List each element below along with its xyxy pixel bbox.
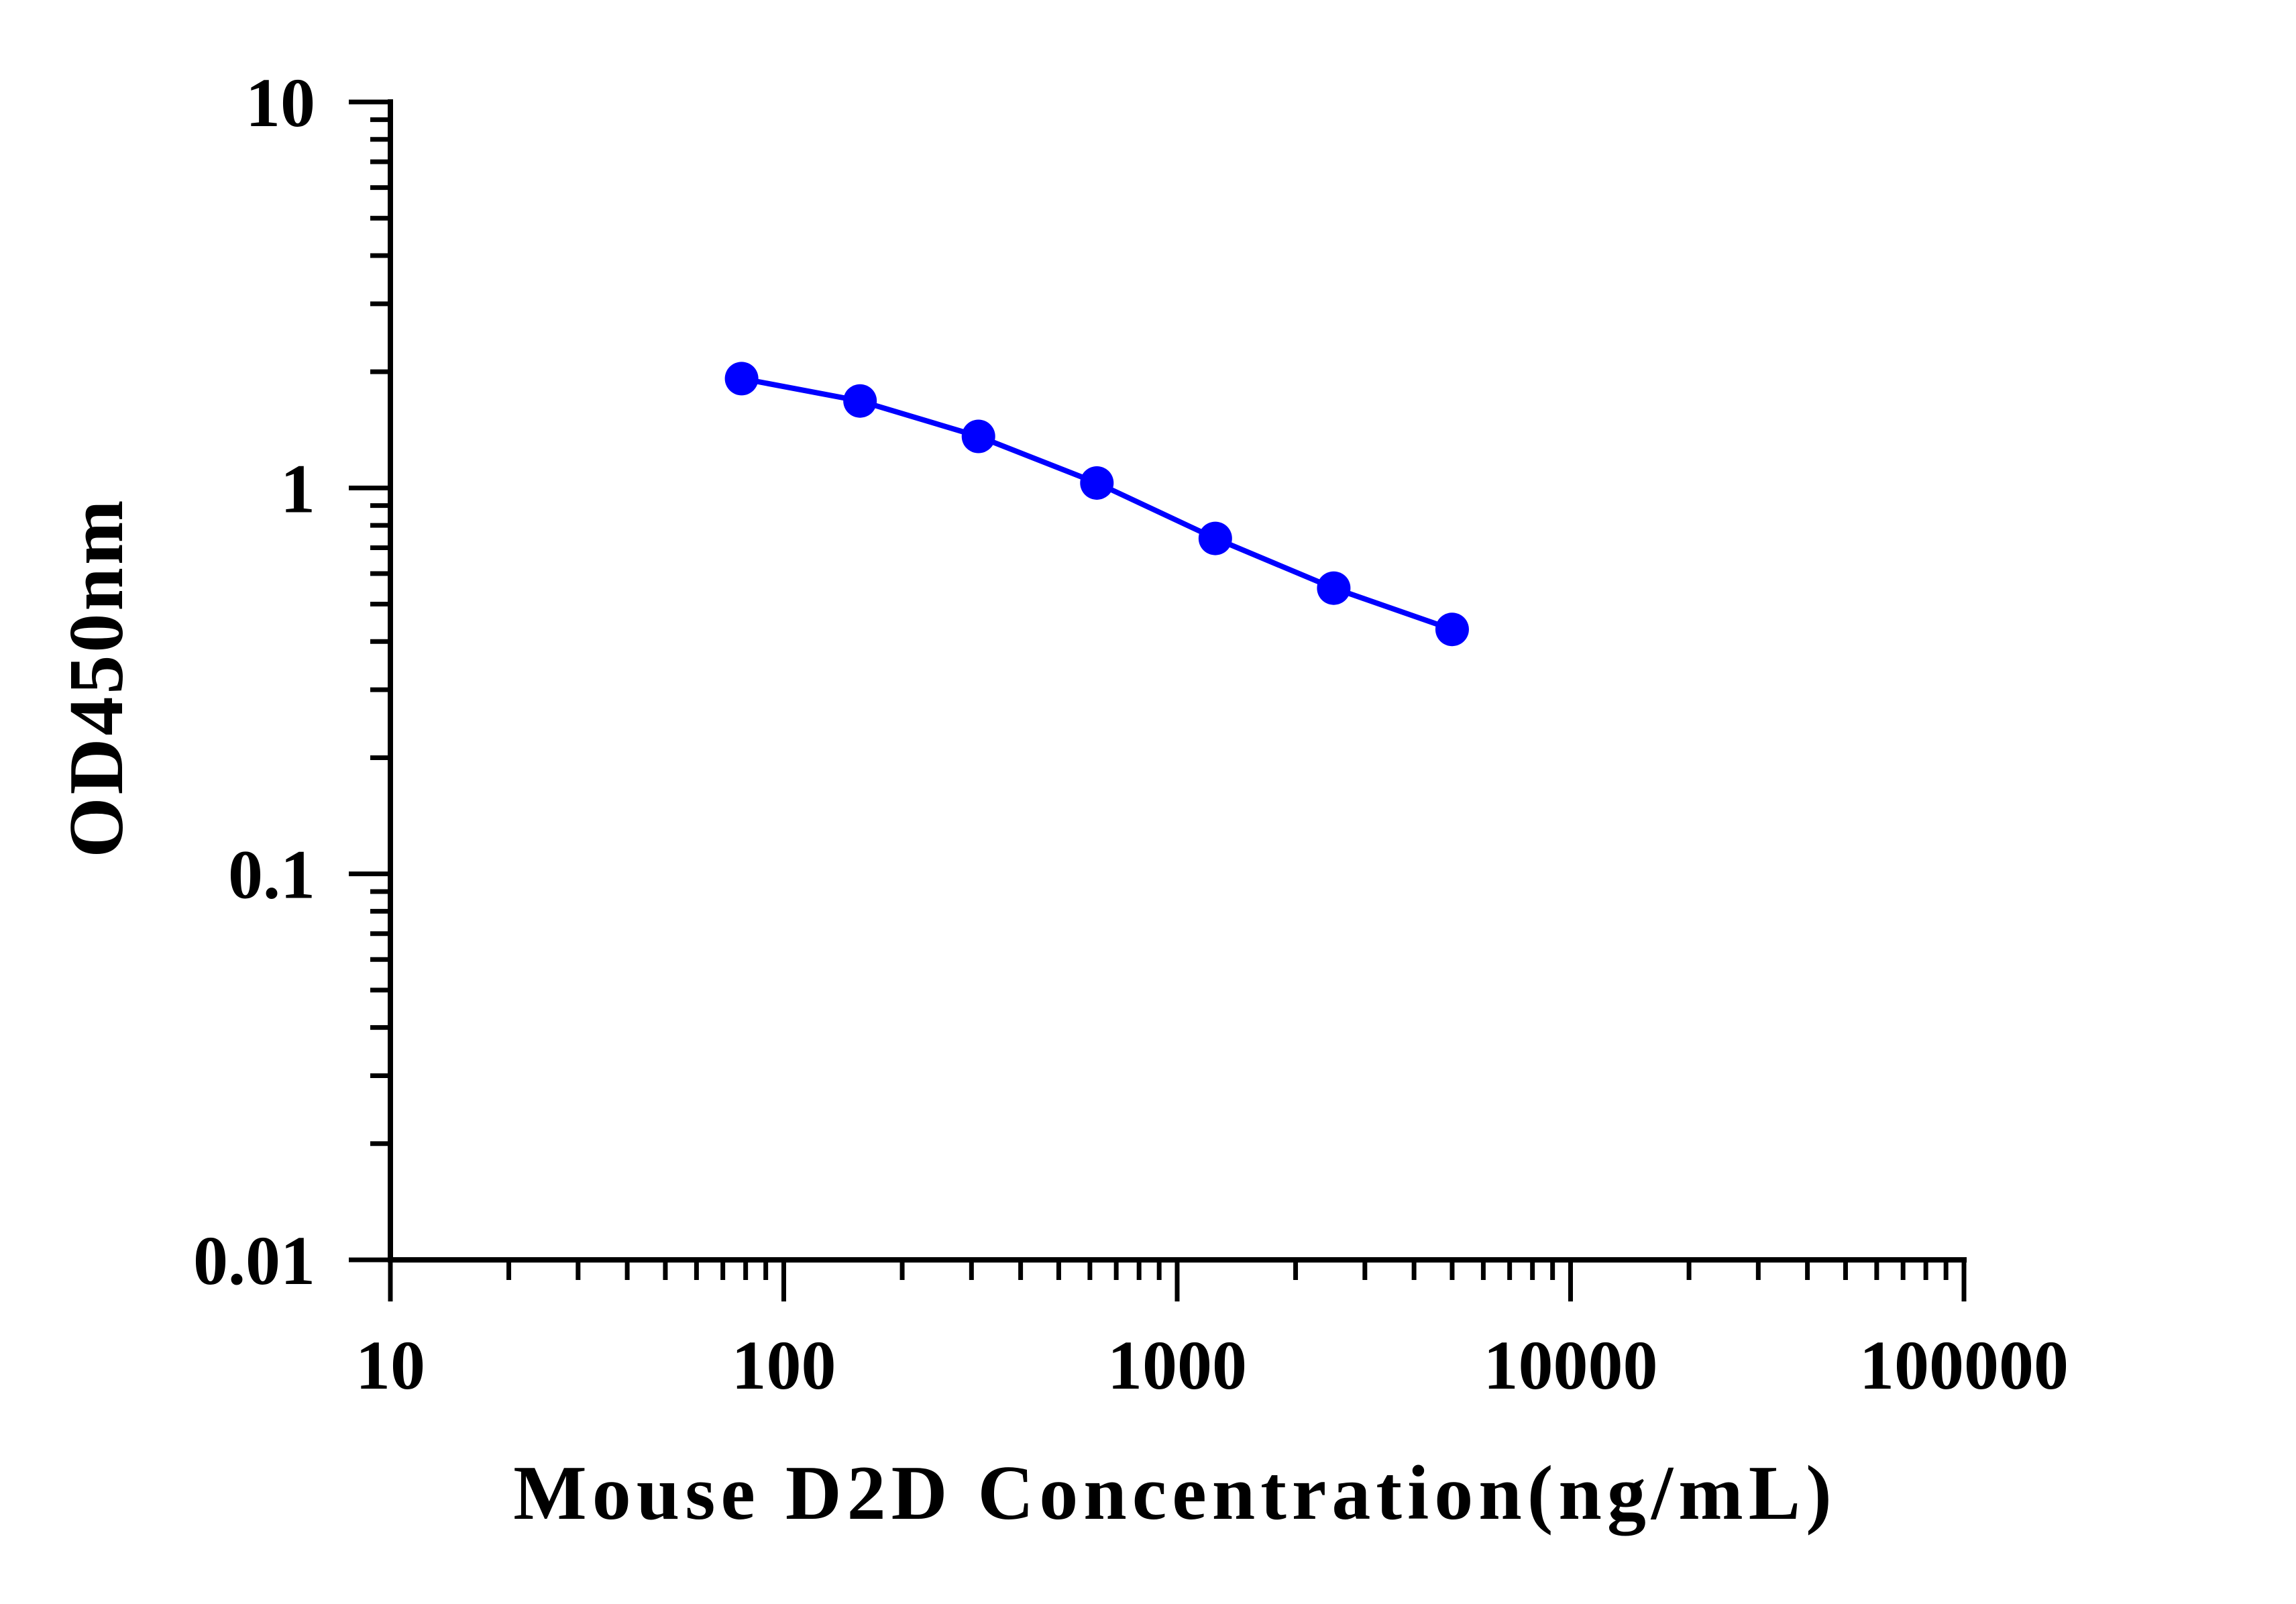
data-point (961, 419, 995, 453)
tick-labels: 10 100 1000 10000 100000 0.01 0.1 1 10 (193, 64, 2069, 1404)
data-point (724, 362, 759, 396)
y-tick-label: 0.1 (228, 837, 315, 914)
data-point (1080, 466, 1114, 500)
y-axis-title: OD450nm (54, 497, 140, 857)
y-tick-label: 0.01 (193, 1222, 315, 1299)
x-tick-label: 1000 (1107, 1327, 1247, 1404)
x-tick-label: 100 (732, 1327, 836, 1404)
axes (388, 99, 1967, 1263)
series (724, 362, 1469, 647)
y-tick-label: 1 (280, 450, 315, 527)
ticks (349, 99, 1967, 1301)
y-tick-label: 10 (245, 64, 315, 142)
x-axis-title: Mouse D2D Concentration(ng/mL) (513, 1450, 1837, 1536)
x-tick-label: 100000 (1859, 1327, 2069, 1404)
data-point (843, 384, 877, 418)
data-point (1198, 521, 1232, 555)
x-tick-label: 10000 (1484, 1327, 1658, 1404)
data-point (1435, 612, 1469, 647)
x-tick-label: 10 (356, 1327, 425, 1404)
data-point (1317, 571, 1351, 605)
